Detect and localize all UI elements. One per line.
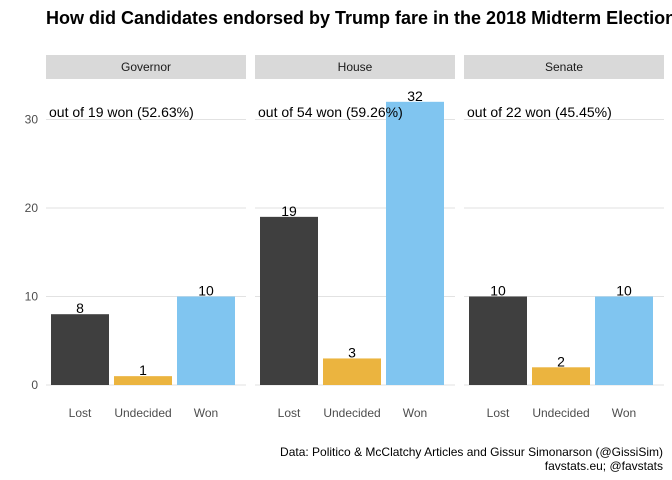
y-axis: 0 10 20 30 [25,113,39,393]
bar-undecided [532,367,590,385]
facet-senate: Senate 10 Lost 2 Undecided 10 Won out of 22 won… [464,55,664,420]
facet-strip [464,55,664,79]
x-tick-label: Undecided [532,406,589,420]
caption-source: Data: Politico & McClatchy Articles and … [280,445,663,459]
caption-credit: favstats.eu; @favstats [545,459,663,473]
x-tick-label: Won [612,406,636,420]
bar-lost [469,296,527,385]
x-tick-label: Won [403,406,427,420]
facet-strip [255,55,455,79]
facet-strip-label: Governor [121,60,171,74]
bar-value-label: 3 [348,344,356,360]
x-tick-label: Lost [278,406,301,420]
y-tick-label: 10 [25,290,39,304]
bar-won [386,101,444,386]
facet-panels: Governor 8 Lost 1 Undecided 10 Won out of 19 wo… [46,55,664,420]
bar-lost [260,216,318,385]
facet-governor: Governor 8 Lost 1 Undecided 10 Won out of 19 wo… [46,55,246,420]
bar-value-label: 32 [407,88,423,104]
bar-undecided [323,358,381,385]
facet-annotation: out of 22 won (45.45%) [467,104,612,120]
y-tick-label: 20 [25,201,39,215]
facet-house: House 19 Lost 3 Undecided 32 Won out of 54 won … [255,55,455,420]
facet-strip [46,55,246,79]
x-tick-label: Undecided [114,406,171,420]
facet-strip-label: Senate [545,60,583,74]
x-tick-label: Undecided [323,406,380,420]
facet-annotation: out of 54 won (59.26%) [258,104,403,120]
x-tick-label: Lost [487,406,510,420]
bar-value-label: 8 [76,300,84,316]
facet-strip-label: House [338,60,373,74]
x-tick-label: Won [194,406,218,420]
y-tick-label: 0 [31,378,38,392]
bar-value-label: 10 [490,283,506,299]
bar-value-label: 19 [281,203,297,219]
bar-value-label: 10 [616,283,632,299]
bar-value-label: 10 [198,283,214,299]
bar-value-label: 2 [557,353,565,369]
bar-value-label: 1 [139,362,147,378]
chart-title: How did Candidates endorsed by Trump far… [46,8,672,28]
bar-won [595,296,653,385]
facet-annotation: out of 19 won (52.63%) [49,104,194,120]
bar-lost [51,314,109,385]
bar-won [177,296,235,385]
y-tick-label: 30 [25,113,39,127]
bar-undecided [114,376,172,385]
x-tick-label: Lost [69,406,92,420]
